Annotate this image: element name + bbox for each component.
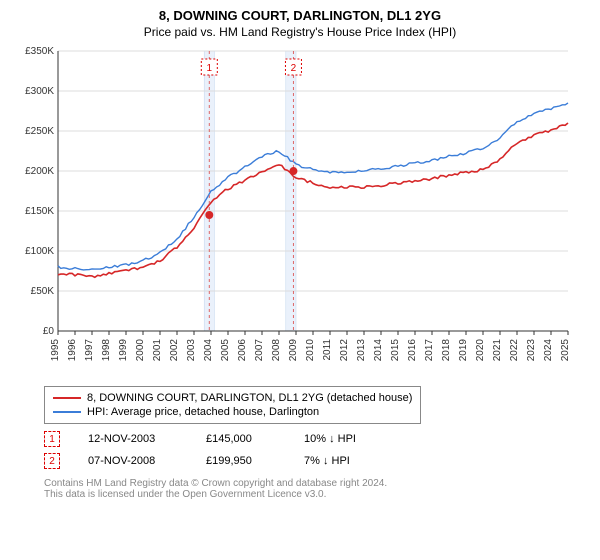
sale-price: £145,000 — [206, 433, 276, 445]
svg-text:2008: 2008 — [271, 339, 282, 362]
price-chart: £0 £50K £100K £150K £200K £250K £300K £350K 1995… — [12, 45, 588, 380]
legend-swatch-red — [53, 397, 81, 399]
legend-label-red: 8, DOWNING COURT, DARLINGTON, DL1 2YG (d… — [87, 392, 412, 404]
svg-text:2018: 2018 — [441, 339, 452, 362]
svg-text:2017: 2017 — [424, 339, 435, 362]
svg-text:2004: 2004 — [203, 339, 214, 362]
svg-text:1: 1 — [207, 63, 213, 74]
svg-text:2009: 2009 — [288, 339, 299, 362]
svg-text:2000: 2000 — [135, 339, 146, 362]
svg-text:2024: 2024 — [543, 339, 554, 362]
svg-text:£200K: £200K — [25, 166, 54, 177]
footer-line: This data is licensed under the Open Gov… — [44, 489, 588, 500]
svg-text:2007: 2007 — [254, 339, 265, 362]
legend-label-blue: HPI: Average price, detached house, Darl… — [87, 406, 319, 418]
svg-text:2001: 2001 — [152, 339, 163, 362]
footer: Contains HM Land Registry data © Crown c… — [44, 478, 588, 500]
svg-text:2020: 2020 — [475, 339, 486, 362]
svg-text:1995: 1995 — [50, 339, 61, 362]
sale-diff: 7% ↓ HPI — [304, 455, 384, 467]
svg-text:1998: 1998 — [101, 339, 112, 362]
sale-diff: 10% ↓ HPI — [304, 433, 384, 445]
svg-text:2: 2 — [291, 63, 297, 74]
svg-text:2003: 2003 — [186, 339, 197, 362]
svg-text:2010: 2010 — [305, 339, 316, 362]
svg-text:£100K: £100K — [25, 246, 54, 257]
page-title: 8, DOWNING COURT, DARLINGTON, DL1 2YG — [12, 8, 588, 23]
sale-marker-icon: 1 — [44, 431, 60, 447]
svg-text:2005: 2005 — [220, 339, 231, 362]
svg-text:2013: 2013 — [356, 339, 367, 362]
legend-swatch-blue — [53, 411, 81, 413]
svg-text:1996: 1996 — [67, 339, 78, 362]
svg-text:£150K: £150K — [25, 206, 54, 217]
svg-text:2021: 2021 — [492, 339, 503, 362]
svg-text:£300K: £300K — [25, 86, 54, 97]
svg-text:2025: 2025 — [560, 339, 571, 362]
sales-table: 1 12-NOV-2003 £145,000 10% ↓ HPI 2 07-NO… — [44, 428, 588, 472]
svg-text:£250K: £250K — [25, 126, 54, 137]
svg-text:2016: 2016 — [407, 339, 418, 362]
chart-canvas: £0 £50K £100K £150K £200K £250K £300K £350K 1995… — [12, 45, 572, 375]
svg-text:2014: 2014 — [373, 339, 384, 362]
legend: 8, DOWNING COURT, DARLINGTON, DL1 2YG (d… — [44, 386, 421, 424]
sale-date: 07-NOV-2008 — [88, 455, 178, 467]
svg-text:£0: £0 — [43, 326, 55, 337]
svg-text:£50K: £50K — [31, 286, 55, 297]
legend-row-red: 8, DOWNING COURT, DARLINGTON, DL1 2YG (d… — [53, 391, 412, 405]
svg-text:2019: 2019 — [458, 339, 469, 362]
svg-text:2012: 2012 — [339, 339, 350, 362]
svg-text:2006: 2006 — [237, 339, 248, 362]
sale-date: 12-NOV-2003 — [88, 433, 178, 445]
legend-row-blue: HPI: Average price, detached house, Darl… — [53, 405, 412, 419]
footer-line: Contains HM Land Registry data © Crown c… — [44, 478, 588, 489]
sale-price: £199,950 — [206, 455, 276, 467]
page-subtitle: Price paid vs. HM Land Registry's House … — [12, 25, 588, 39]
svg-text:2002: 2002 — [169, 339, 180, 362]
svg-text:2011: 2011 — [322, 339, 333, 361]
svg-text:2015: 2015 — [390, 339, 401, 362]
svg-text:2023: 2023 — [526, 339, 537, 362]
svg-text:1999: 1999 — [118, 339, 129, 362]
svg-text:2022: 2022 — [509, 339, 520, 362]
svg-text:1997: 1997 — [84, 339, 95, 362]
table-row: 2 07-NOV-2008 £199,950 7% ↓ HPI — [44, 450, 588, 472]
sale-marker-icon: 2 — [44, 453, 60, 469]
table-row: 1 12-NOV-2003 £145,000 10% ↓ HPI — [44, 428, 588, 450]
svg-text:£350K: £350K — [25, 46, 54, 57]
